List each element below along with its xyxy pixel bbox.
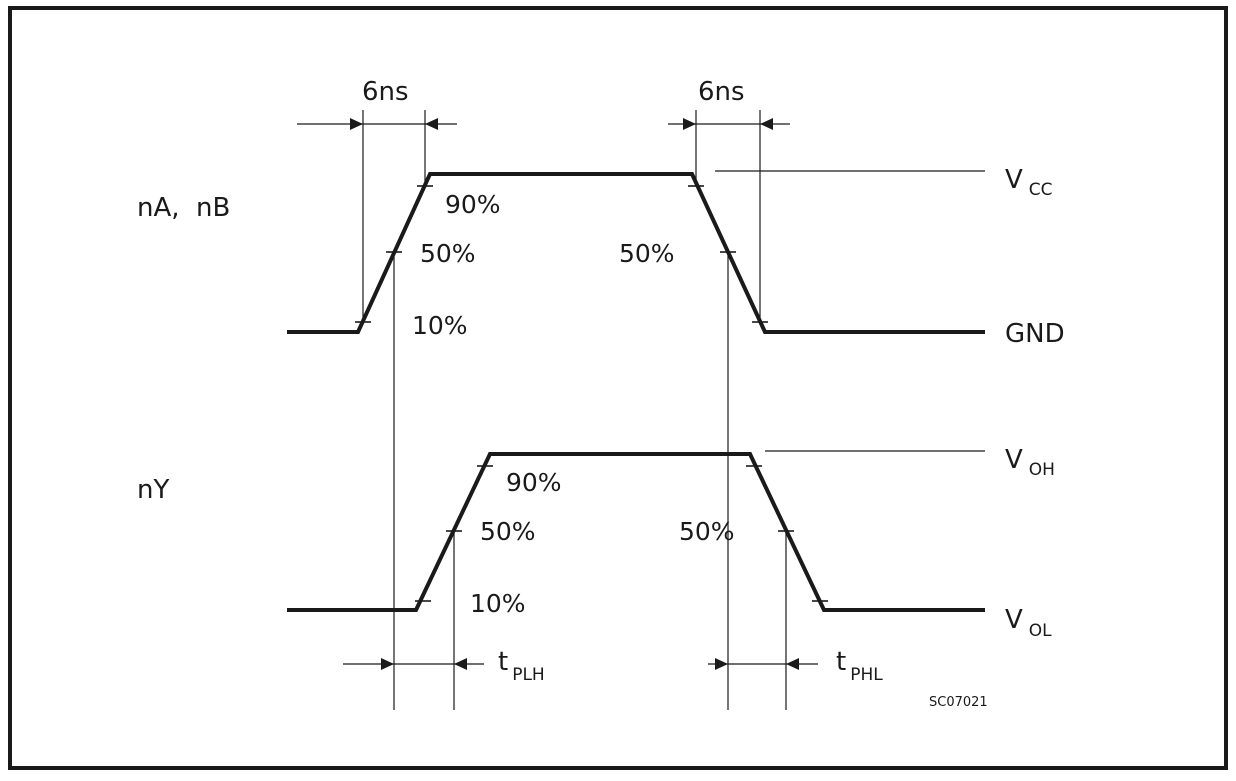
tphl-label: t PHL [836,647,883,685]
output-rise-50-label: 50% [480,517,536,546]
output-waveform [287,452,985,612]
input-rise-50-label: 50% [420,239,476,268]
figure-code: SC07021 [929,695,988,710]
output-signal-label: nY [137,475,169,505]
input-fall-50-label: 50% [619,239,675,268]
tplh-label: t PLH [498,647,545,685]
output-rise-10-label: 10% [470,589,526,618]
output-rise-90-label: 90% [506,468,562,497]
vol-label: V OL [1005,605,1052,641]
rise-time-label: 6ns [362,77,409,107]
fall-time-label: 6ns [698,77,745,107]
input-signal-label: nA, nB [137,193,230,223]
tphl-dimension [708,658,818,670]
rise-time-dimension [297,118,457,130]
input-rise-90-label: 90% [445,190,501,219]
gnd-label: GND [1005,319,1065,349]
input-waveform [287,172,985,334]
diagram-frame [8,6,1228,770]
vcc-label: V CC [1005,165,1053,200]
tplh-dimension [343,658,484,670]
fall-time-dimension [668,118,790,130]
voh-label: V OH [1005,445,1055,480]
output-fall-50-label: 50% [679,517,735,546]
input-rise-10-label: 10% [412,311,468,340]
